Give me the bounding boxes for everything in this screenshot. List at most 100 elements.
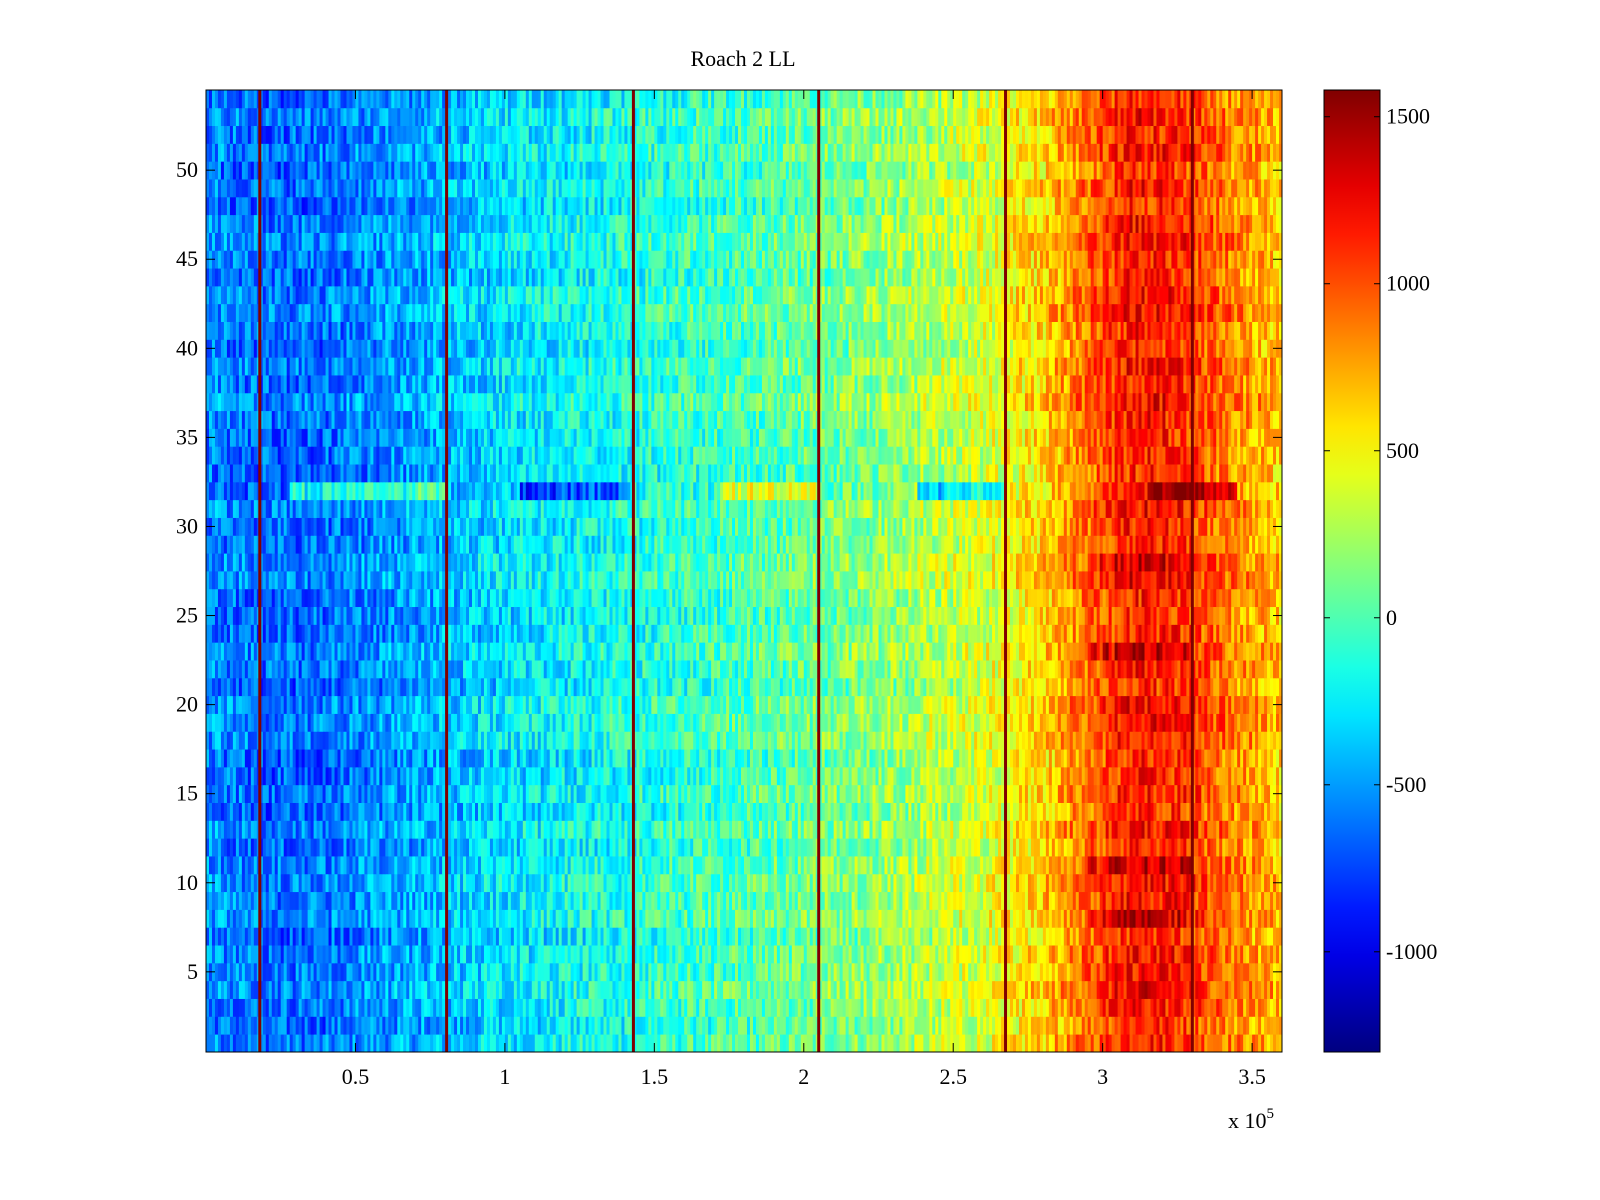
heatmap-cell <box>525 980 530 999</box>
heatmap-cell <box>690 980 694 999</box>
heatmap-cell <box>463 802 467 821</box>
heatmap-cell <box>639 891 643 910</box>
heatmap-cell <box>442 891 446 910</box>
heatmap-cell <box>752 856 757 875</box>
heatmap-cell <box>663 820 667 839</box>
heatmap-cell <box>516 980 521 999</box>
heatmap-cell <box>603 980 607 999</box>
heatmap-cell <box>379 962 383 982</box>
heatmap-cell <box>510 927 515 946</box>
heatmap-cell <box>271 945 276 964</box>
heatmap-cell <box>738 873 742 893</box>
heatmap-cell <box>1015 962 1020 982</box>
heatmap-cell <box>923 1016 927 1035</box>
heatmap-cell <box>1007 820 1011 839</box>
heatmap-cell <box>1198 820 1202 839</box>
heatmap-cell <box>1093 980 1098 999</box>
heatmap-cell <box>794 838 799 857</box>
heatmap-cell <box>325 1016 329 1035</box>
heatmap-cell <box>370 891 374 910</box>
heatmap-cell <box>217 998 222 1017</box>
heatmap-cell <box>621 980 625 999</box>
heatmap-cell <box>1114 802 1119 821</box>
heatmap-cell <box>932 927 936 946</box>
heatmap-cell <box>1267 980 1271 999</box>
heatmap-cell <box>1186 1016 1190 1035</box>
heatmap-cell <box>430 980 434 999</box>
heatmap-cell <box>998 962 1002 982</box>
heatmap-cell <box>1093 927 1098 946</box>
heatmap-cell <box>890 820 894 839</box>
heatmap-cell <box>337 909 341 928</box>
heatmap-cell <box>791 962 796 982</box>
heatmap-cell <box>1111 1034 1116 1052</box>
heatmap-cell <box>600 998 604 1017</box>
heatmap-cell <box>764 962 769 982</box>
heatmap-cell <box>418 820 422 839</box>
heatmap-cell <box>1039 873 1044 893</box>
heatmap-cell <box>594 873 598 893</box>
heatmap-cell <box>376 998 380 1017</box>
heatmap-cell <box>797 802 802 821</box>
heatmap-cell <box>1123 945 1127 964</box>
heatmap-cell <box>612 945 616 964</box>
heatmap-cell <box>310 980 314 999</box>
heatmap-cell <box>1177 945 1181 964</box>
heatmap-cell <box>1135 909 1139 928</box>
heatmap-cell <box>980 1016 984 1035</box>
heatmap-cell <box>1210 998 1214 1017</box>
heatmap-cell <box>525 820 530 839</box>
heatmap-cell <box>1030 820 1035 839</box>
heatmap-cell <box>1114 1034 1119 1052</box>
heatmap-cell <box>863 838 867 857</box>
heatmap-cell <box>926 838 930 857</box>
heatmap-cell <box>926 1034 930 1052</box>
heatmap-cell <box>800 820 805 839</box>
heatmap-cell <box>651 998 655 1017</box>
heatmap-cell <box>905 980 909 999</box>
heatmap-cell <box>1147 891 1151 910</box>
heatmap-cell <box>289 820 294 839</box>
heatmap-cell <box>735 909 739 928</box>
heatmap-cell <box>932 873 936 893</box>
heatmap-cell <box>1033 980 1038 999</box>
heatmap-cell <box>292 856 297 875</box>
heatmap-cell <box>959 962 963 982</box>
heatmap-cell <box>265 820 270 839</box>
heatmap-cell <box>564 909 569 928</box>
heatmap-cell <box>229 962 234 982</box>
heatmap-cell <box>1096 838 1101 857</box>
heatmap-cell <box>1045 838 1050 857</box>
heatmap-cell <box>752 820 757 839</box>
heatmap-cell <box>1075 998 1080 1017</box>
heatmap-cell <box>480 927 485 946</box>
heatmap-cell <box>295 838 300 857</box>
heatmap-cell <box>761 998 766 1017</box>
heatmap-cell <box>370 962 374 982</box>
heatmap-cell <box>454 838 458 857</box>
heatmap-cell <box>878 820 882 839</box>
heatmap-cell <box>543 927 548 946</box>
heatmap-cell <box>528 856 533 875</box>
heatmap-cell <box>501 820 506 839</box>
heatmap-cell <box>881 820 885 839</box>
heatmap-cell <box>331 962 335 982</box>
heatmap-cell <box>893 909 897 928</box>
heatmap-cell <box>1024 820 1029 839</box>
heatmap-cell <box>791 891 796 910</box>
heatmap-cell <box>914 1016 918 1035</box>
heatmap-cell <box>998 998 1002 1017</box>
heatmap-cell <box>567 838 572 857</box>
heatmap-cell <box>498 891 503 910</box>
heatmap-cell <box>663 873 667 893</box>
heatmap-cell <box>1267 927 1271 946</box>
heatmap-cell <box>947 873 951 893</box>
heatmap-cell <box>914 945 918 964</box>
heatmap-cell <box>1168 945 1172 964</box>
heatmap-cell <box>794 856 799 875</box>
heatmap-cell <box>699 998 703 1017</box>
heatmap-cell <box>597 838 601 857</box>
heatmap-cell <box>1255 962 1259 982</box>
heatmap-cell <box>911 838 915 857</box>
heatmap-cell <box>666 838 670 857</box>
